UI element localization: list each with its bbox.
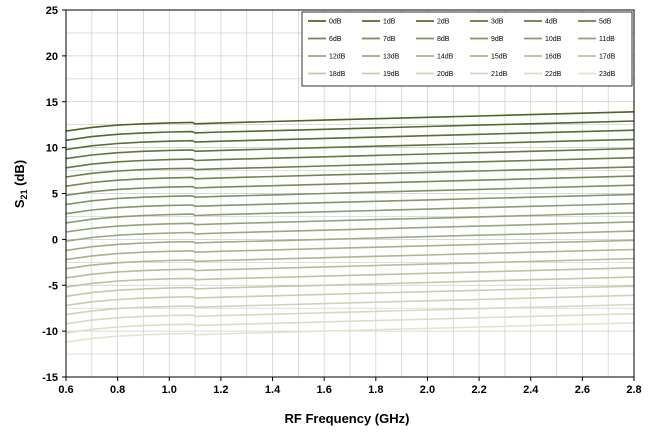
x-tick-label: 2.0 (420, 384, 435, 396)
x-tick-label: 1.2 (213, 384, 228, 396)
y-tick-label: -10 (42, 326, 58, 338)
legend-label-2dB: 2dB (437, 19, 450, 26)
x-tick-label: 0.8 (110, 384, 125, 396)
series-line-20dB (65, 294, 635, 316)
series-line-10dB (65, 202, 635, 224)
x-tick-label: 2.2 (471, 384, 486, 396)
legend-label-0dB: 0dB (329, 19, 342, 26)
series-line-14dB (65, 239, 635, 261)
series-line-3dB (65, 138, 635, 160)
series-line-15dB (65, 248, 635, 270)
series-line-22dB (65, 312, 635, 334)
x-tick-label: 2.8 (626, 384, 641, 396)
series-line-9dB (65, 193, 635, 215)
y-tick-label: 10 (46, 143, 58, 155)
legend-label-8dB: 8dB (437, 36, 450, 43)
legend-label-16dB: 16dB (545, 54, 562, 61)
y-tick-label: 5 (52, 189, 58, 201)
y-tick-label: -15 (42, 372, 58, 384)
x-tick-label: 1.6 (317, 384, 332, 396)
x-tick-label: 2.4 (523, 384, 539, 396)
series-line-23dB (65, 322, 635, 343)
series-line-8dB (65, 184, 635, 206)
legend-label-10dB: 10dB (545, 36, 562, 43)
legend: 0dB 1dB 2dB 3dB 4dB 5dB 6dB 7dB 8dB 9dB 10dB 11dB 12… (301, 11, 633, 87)
legend-label-17dB: 17dB (599, 54, 616, 61)
x-axis-title: RF Frequency (GHz) (285, 411, 410, 426)
legend-label-15dB: 15dB (491, 54, 508, 61)
x-tick-label: 1.4 (265, 384, 281, 396)
y-axis-title: S21 (dB) (12, 160, 29, 208)
legend-label-1dB: 1dB (383, 19, 396, 26)
legend-label-4dB: 4dB (545, 19, 558, 26)
legend-label-19dB: 19dB (383, 71, 400, 78)
series-line-12dB (65, 221, 635, 242)
legend-box (301, 11, 633, 87)
legend-label-18dB: 18dB (329, 71, 346, 78)
y-axis-title-subscript: 21 (19, 189, 29, 199)
y-tick-label: 0 (52, 234, 58, 246)
legend-label-13dB: 13dB (383, 54, 400, 61)
legend-label-3dB: 3dB (491, 19, 504, 26)
x-tick-label: 0.6 (58, 384, 73, 396)
legend-label-9dB: 9dB (491, 36, 504, 43)
series-lines (65, 111, 635, 343)
series-line-4dB (65, 147, 635, 169)
legend-label-7dB: 7dB (383, 36, 396, 43)
legend-label-5dB: 5dB (599, 19, 612, 26)
series-line-11dB (65, 212, 635, 233)
series-line-19dB (65, 285, 635, 307)
y-tick-label: -5 (48, 280, 58, 292)
legend-label-12dB: 12dB (329, 54, 346, 61)
y-tick-label: 15 (46, 97, 58, 109)
series-line-17dB (65, 267, 635, 288)
legend-label-14dB: 14dB (437, 54, 454, 61)
y-tick-label: 20 (46, 51, 58, 63)
legend-label-23dB: 23dB (599, 71, 616, 78)
series-line-21dB (65, 303, 635, 325)
series-line-18dB (65, 276, 635, 298)
legend-label-11dB: 11dB (599, 36, 615, 43)
series-line-1dB (65, 120, 635, 142)
y-axis-title-unit: (dB) (12, 160, 27, 190)
legend-label-22dB: 22dB (545, 71, 562, 78)
series-line-6dB (65, 166, 635, 187)
series-line-0dB (65, 111, 635, 132)
x-tick-label: 1.0 (162, 384, 177, 396)
tick-labels: 0.6 0.8 1.0 1.2 1.4 1.6 1.8 2.0 2.2 2.4 2.6 2.8 -15 -… (42, 5, 642, 396)
axes (62, 9, 635, 381)
legend-label-21dB: 21dB (491, 71, 508, 78)
legend-label-6dB: 6dB (329, 36, 342, 43)
series-line-16dB (65, 257, 635, 279)
y-axis-title-main: S (12, 199, 27, 208)
legend-label-20dB: 20dB (437, 71, 454, 78)
series-line-5dB (65, 156, 635, 178)
series-line-2dB (65, 129, 635, 151)
y-tick-label: 25 (46, 5, 58, 17)
series-line-13dB (65, 230, 635, 252)
series-line-7dB (65, 175, 635, 197)
x-tick-label: 2.6 (575, 384, 590, 396)
x-tick-label: 1.8 (368, 384, 383, 396)
